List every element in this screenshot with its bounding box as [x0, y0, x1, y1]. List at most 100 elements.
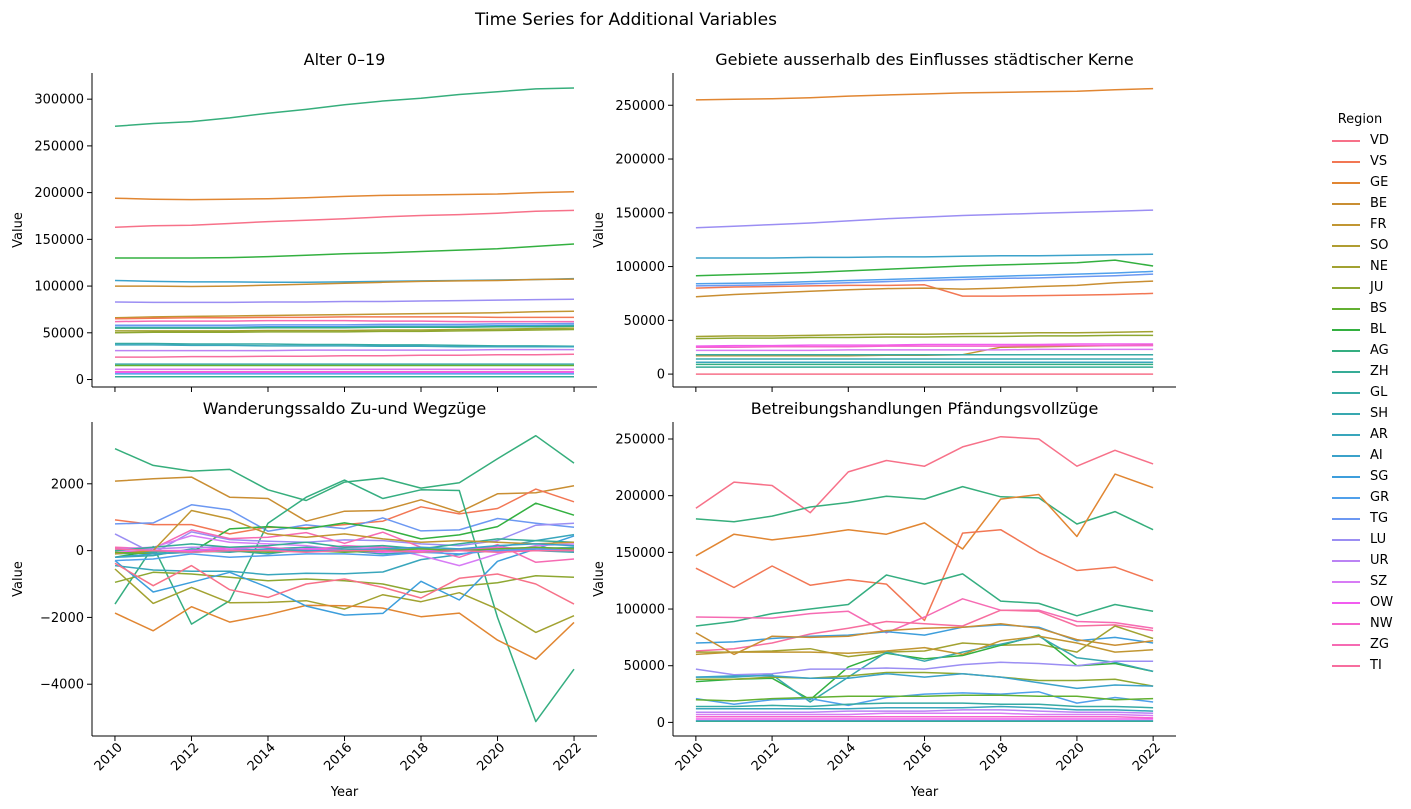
legend-label: LU	[1370, 532, 1387, 547]
legend-item: BE	[1326, 193, 1406, 214]
legend-label: UR	[1370, 553, 1389, 568]
legend-label: BS	[1370, 301, 1387, 316]
legend-swatch	[1332, 559, 1360, 562]
legend-label: ZG	[1370, 637, 1389, 652]
legend-item: SZ	[1326, 571, 1406, 592]
series-line	[115, 327, 575, 332]
y-tick-label: 2000	[51, 477, 84, 492]
y-tick-label: 200000	[615, 489, 665, 504]
legend-swatch	[1332, 181, 1360, 184]
series-line	[695, 284, 1154, 297]
series-line	[695, 270, 1154, 285]
legend-swatch	[1332, 349, 1360, 352]
y-tick-label: 250000	[615, 99, 665, 114]
series-line	[695, 715, 1154, 719]
series-line	[695, 625, 1154, 658]
legend-item: JU	[1326, 277, 1406, 298]
series-line	[115, 342, 575, 348]
x-tick-label: 2016	[321, 740, 355, 774]
legend-swatch	[1332, 622, 1360, 625]
legend-item: ZG	[1326, 634, 1406, 655]
series-line	[114, 538, 575, 552]
y-tick-label: 200000	[615, 153, 665, 168]
series-line	[114, 328, 575, 334]
chart-panel-1: 0 50000 100000 150000 200000 250000 300000 Alte…	[11, 50, 597, 392]
series-line	[695, 671, 1154, 687]
legend-item: VS	[1326, 151, 1406, 172]
legend-swatch	[1332, 454, 1360, 457]
legend-item: GE	[1326, 172, 1406, 193]
legend-label: GL	[1370, 385, 1388, 400]
series-line	[695, 259, 1154, 277]
series-line	[695, 528, 1154, 622]
series-line	[114, 571, 575, 594]
legend-items: VD VS GE BE FR SO NE JU BS BL AG ZH GL SH AR AI SG GR TG LU…	[1326, 130, 1406, 676]
legend-label: AG	[1370, 343, 1389, 358]
series-line	[114, 562, 575, 605]
series-line	[695, 435, 1154, 514]
series-line	[114, 509, 575, 555]
legend-item: AI	[1326, 445, 1406, 466]
legend-label: BE	[1370, 196, 1388, 211]
legend-item: AR	[1326, 424, 1406, 445]
series-line	[114, 298, 575, 304]
chart-panel-2: 0 50000 100000 150000 200000 250000 Gebiete au…	[592, 50, 1176, 392]
legend-item: BS	[1326, 298, 1406, 319]
series-line	[114, 548, 575, 562]
y-tick-label: 200000	[34, 186, 84, 201]
legend-swatch	[1332, 370, 1360, 373]
chart-title: Betreibungshandlungen Pfändungsvollzüge	[751, 399, 1099, 418]
series-line	[114, 434, 575, 502]
series-line	[115, 325, 575, 329]
legend-swatch	[1332, 643, 1360, 646]
legend-swatch	[1332, 412, 1360, 415]
legend-item: SH	[1326, 403, 1406, 424]
series-line	[114, 568, 575, 634]
series-line	[695, 624, 1154, 644]
series-line	[695, 635, 1154, 656]
series-line	[695, 623, 1154, 656]
legend-swatch	[1332, 475, 1360, 478]
series-line	[695, 635, 1154, 703]
series-line	[115, 344, 574, 348]
series-line	[695, 344, 1154, 348]
legend-swatch	[1332, 601, 1360, 604]
x-tick-label: 2022	[1130, 740, 1164, 774]
series-line	[695, 330, 1154, 338]
series-line	[114, 529, 575, 564]
series-line	[114, 604, 575, 660]
legend-label: TI	[1370, 658, 1382, 673]
legend-label: OW	[1370, 595, 1394, 610]
legend-swatch	[1332, 328, 1360, 331]
series-line	[695, 87, 1154, 101]
y-tick-label: 150000	[34, 233, 84, 248]
series-line	[114, 190, 575, 201]
y-tick-label: 150000	[615, 206, 665, 221]
series-line	[114, 522, 575, 555]
series-line	[695, 280, 1154, 298]
y-axis-label: Value	[11, 212, 26, 248]
series-line	[114, 316, 574, 320]
y-axis-label: Value	[11, 561, 26, 597]
legend-item: TI	[1326, 655, 1406, 676]
legend-swatch	[1332, 202, 1360, 205]
legend-label: AI	[1370, 448, 1383, 463]
series-line	[695, 694, 1154, 702]
x-axis-label: Year	[330, 785, 359, 800]
legend-label: AR	[1370, 427, 1388, 442]
legend-label: VD	[1370, 133, 1389, 148]
series-line	[114, 87, 575, 128]
legend-label: BL	[1370, 322, 1387, 337]
series-line	[695, 209, 1154, 229]
series-line	[695, 485, 1154, 531]
series-line	[115, 324, 575, 328]
legend-item: NW	[1326, 613, 1406, 634]
legend-label: SG	[1370, 469, 1389, 484]
series-line	[695, 609, 1154, 652]
y-tick-label: 0	[657, 716, 665, 731]
legend-item: NE	[1326, 256, 1406, 277]
legend-swatch	[1332, 244, 1360, 247]
series-line	[114, 310, 575, 319]
chart-title: Gebiete ausserhalb des Einflusses städti…	[715, 50, 1133, 69]
legend-swatch	[1332, 139, 1360, 142]
